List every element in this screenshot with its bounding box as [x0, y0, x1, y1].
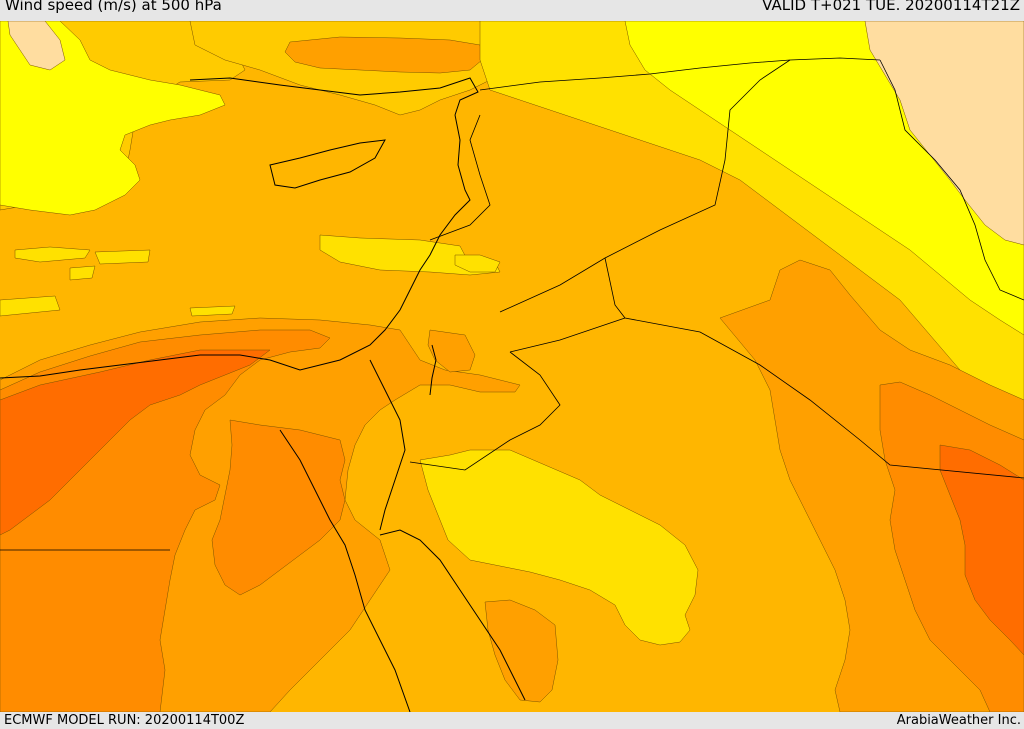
map-footer: ECMWF MODEL RUN: 20200114T00Z ArabiaWeat…: [0, 712, 1024, 729]
contour-band-red-orange-east: [939, 444, 1024, 656]
contour-band-red-orange-sw: [0, 349, 271, 536]
contour-band-light-yellow-center-small: [454, 254, 501, 273]
contour-band-peach-ne: [864, 21, 1024, 246]
contour-band-light-yellow-west-2: [94, 249, 151, 265]
borders: [0, 57, 1024, 551]
contour-band-peach-nw: [7, 21, 66, 71]
contour-band-light-yellow-west-1: [14, 246, 91, 263]
map-title: Wind speed (m/s) at 500 hPa: [5, 0, 222, 14]
contour-band-light-yellow-west-3: [69, 265, 96, 281]
contour-band-light-yellow-west-5: [189, 305, 236, 317]
contour-band-light-orange-sinai: [427, 329, 476, 373]
brand-label: ArabiaWeather Inc.: [896, 713, 1021, 728]
wind-speed-map-svg: [0, 21, 1024, 712]
coastlines: [0, 77, 526, 712]
contour-band-light-orange-redsea: [484, 599, 559, 703]
contour-band-light-yellow-central: [419, 449, 699, 646]
valid-time: VALID T+021 TUE. 20200114T21Z: [762, 0, 1020, 14]
wind-speed-map[interactable]: [0, 21, 1024, 712]
model-run-label: ECMWF MODEL RUN: 20200114T00Z: [4, 713, 245, 728]
contour-band-yellow-nw: [0, 21, 226, 216]
contour-band-red-orange-sw-south: [211, 419, 346, 596]
contour-band-light-yellow-west-4: [0, 295, 61, 317]
contour-band-light-orange-north: [284, 36, 483, 74]
map-header: Wind speed (m/s) at 500 hPa VALID T+021 …: [0, 0, 1024, 21]
